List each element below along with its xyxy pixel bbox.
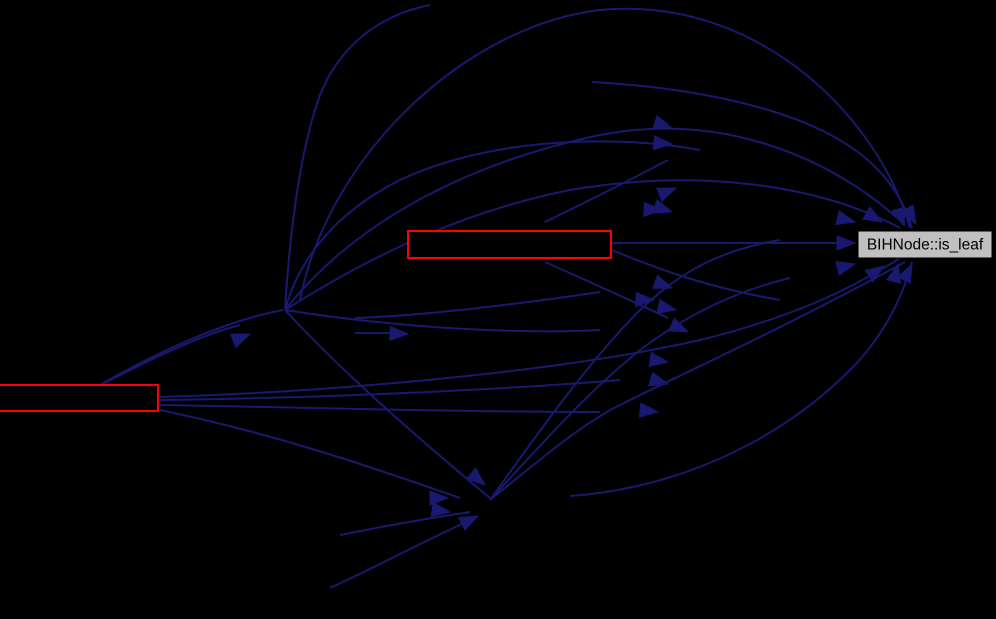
edge-arrowhead-icon [864,265,886,283]
nodes-layer: BIHNode::is_leaf [0,230,993,412]
edge-arrowhead-icon [652,198,674,214]
edge-arrowhead-icon [835,260,857,276]
edge-arrowhead-icon [862,206,884,223]
graph-edge [489,239,781,501]
edge-arrowhead-icon [886,262,902,284]
edge-arrowhead-icon [430,501,452,518]
edge-arrowhead-icon [635,291,656,308]
edge-arrowhead-icon [651,274,674,289]
graph-edge [489,261,906,501]
graph-edge [284,4,431,311]
graph-edge [99,309,284,386]
edge-arrowhead-icon [648,351,670,368]
edge-arrowhead-icon [652,114,674,130]
edge-arrowhead-icon [836,235,857,251]
graph-node-highlight-node-center[interactable] [407,230,612,259]
graph-edge [354,291,601,319]
graph-edge [159,409,461,499]
graph-edge [284,140,701,311]
graph-edge [299,7,911,301]
edge-arrowhead-icon [667,317,690,333]
graph-edge [284,127,906,311]
edge-arrowhead-icon [648,371,670,387]
highlight-node-box[interactable] [407,230,612,259]
arrowheads-layer [229,114,917,532]
graph-node-label: BIHNode::is_leaf [867,237,984,254]
edges-layer [99,4,913,589]
graph-edge [284,179,901,311]
graph-edge [591,81,913,229]
edge-arrowhead-icon [638,402,660,418]
graph-edge [159,379,621,401]
graph-edge [569,261,913,497]
graph-edge [284,309,601,333]
edge-arrowhead-icon [229,333,252,349]
graph-edge [544,261,669,319]
graph-edge [99,324,241,386]
edge-arrowhead-icon [656,298,678,314]
graph-edge [329,517,476,589]
edge-arrowhead-icon [465,467,487,486]
graph-edge [284,309,491,499]
edge-arrowhead-icon [900,204,917,226]
edge-arrowhead-icon [653,134,674,151]
graph-node-bihnode-is-leaf[interactable]: BIHNode::is_leaf [857,230,993,259]
graph-edge [159,257,901,398]
highlight-node-box[interactable] [0,384,159,412]
edge-arrowhead-icon [655,187,678,203]
graph-edge [159,404,601,413]
edge-arrowhead-icon [457,515,480,532]
graph-edge [611,249,781,301]
graph-edge [544,159,669,223]
edge-arrowhead-icon [896,262,913,285]
target-node-box[interactable] [857,230,993,259]
edge-arrowhead-icon [429,490,450,506]
edge-arrowhead-icon [389,325,410,342]
graph-edge [339,511,471,536]
graph-node-highlight-node-left[interactable] [0,384,159,412]
graph-edge [489,277,791,501]
edge-arrowhead-icon [835,210,857,226]
